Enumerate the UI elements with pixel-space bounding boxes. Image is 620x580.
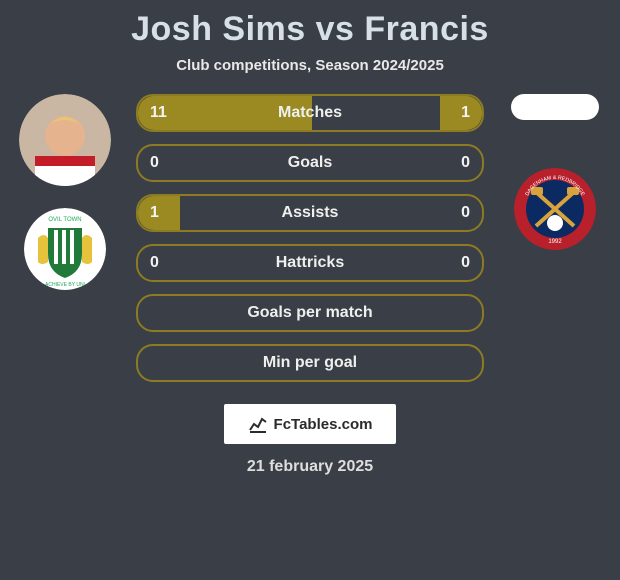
stat-label: Hattricks	[276, 254, 344, 272]
stat-value-right: 0	[461, 246, 470, 280]
stat-label: Goals	[288, 154, 332, 172]
stat-value-right: 1	[461, 96, 470, 130]
stat-value-left: 11	[150, 96, 167, 130]
stat-value-left: 0	[150, 146, 159, 180]
brand-text: FcTables.com	[274, 416, 373, 433]
right-nation-flag	[511, 94, 599, 120]
crest-text-bottom: ACHIEVE BY UNI	[45, 282, 85, 288]
stat-row-hattricks: 0 Hattricks 0	[136, 244, 484, 282]
page-subtitle: Club competitions, Season 2024/2025	[0, 57, 620, 74]
stat-value-left: 0	[150, 246, 159, 280]
content-area: OVIL TOWN ACHIEVE BY UNI	[0, 94, 620, 394]
right-player-column: DAGENHAM & REDBRIDGE 1992	[500, 94, 610, 250]
stat-value-right: 0	[461, 196, 470, 230]
date-text: 21 february 2025	[0, 458, 620, 476]
stat-row-gpm: Goals per match	[136, 294, 484, 332]
brand-badge: FcTables.com	[224, 404, 396, 444]
comparison-infographic: Josh Sims vs Francis Club competitions, …	[0, 0, 620, 580]
stat-row-mpg: Min per goal	[136, 344, 484, 382]
stat-value-right: 0	[461, 146, 470, 180]
brand-chart-icon	[248, 414, 268, 434]
stat-row-matches: 11 Matches 1	[136, 94, 484, 132]
stat-label: Matches	[278, 104, 342, 122]
left-club-crest: OVIL TOWN ACHIEVE BY UNI	[24, 208, 106, 290]
stat-label: Min per goal	[263, 354, 357, 372]
crest-text-top: OVIL TOWN	[48, 217, 81, 223]
stat-value-left: 1	[150, 196, 159, 230]
right-club-crest: DAGENHAM & REDBRIDGE 1992	[514, 168, 596, 250]
page-title: Josh Sims vs Francis	[0, 0, 620, 49]
stat-label: Assists	[282, 204, 339, 222]
stat-bars: 11 Matches 1 0 Goals 0 1 Assists 0	[136, 94, 484, 394]
crest-year: 1992	[548, 239, 562, 245]
left-player-avatar	[19, 94, 111, 186]
stat-label: Goals per match	[247, 304, 372, 322]
stat-row-goals: 0 Goals 0	[136, 144, 484, 182]
left-player-column: OVIL TOWN ACHIEVE BY UNI	[10, 94, 120, 290]
stat-row-assists: 1 Assists 0	[136, 194, 484, 232]
